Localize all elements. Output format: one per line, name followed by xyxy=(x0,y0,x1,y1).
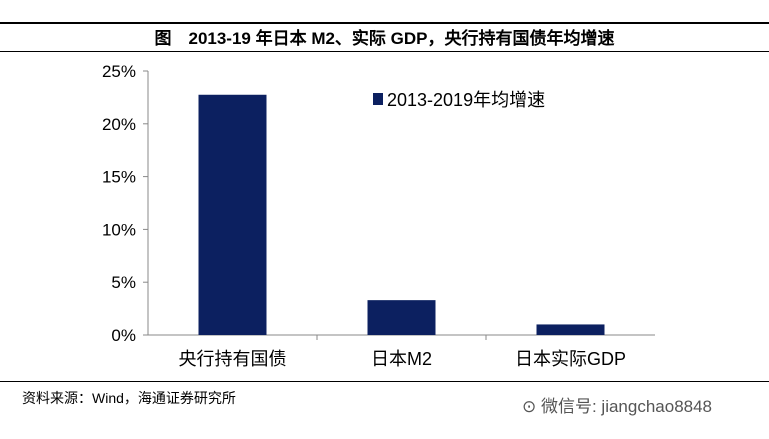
chart-title: 图 2013-19 年日本 M2、实际 GDP，央行持有国债年均增速 xyxy=(0,22,769,52)
y-tick-label: 25% xyxy=(102,62,136,81)
x-tick-label: 日本M2 xyxy=(371,349,432,369)
wechat-icon: ⊙ xyxy=(522,397,541,416)
watermark: ⊙ 微信号: jiangchao8848 xyxy=(522,392,712,417)
legend-swatch xyxy=(373,93,383,105)
x-tick-label: 央行持有国债 xyxy=(179,349,287,369)
watermark-text: 微信号: jiangchao8848 xyxy=(540,397,713,416)
y-tick-label: 20% xyxy=(102,115,136,134)
x-tick-label: 日本实际GDP xyxy=(515,349,626,369)
bar xyxy=(198,94,267,335)
bar xyxy=(367,300,436,335)
y-tick-label: 5% xyxy=(111,273,136,292)
source-note: 资料来源：Wind，海通证券研究所 xyxy=(22,390,236,406)
y-tick-label: 15% xyxy=(102,168,136,187)
legend-label: 2013-2019年均增速 xyxy=(387,90,545,110)
y-tick-label: 10% xyxy=(102,220,136,239)
bar-chart: 0% 5% 10% 15% 20% 25% 央行持有国债 日本M2 日本实际GDP 2013-20… xyxy=(102,62,655,369)
bar xyxy=(536,324,605,335)
y-tick-label: 0% xyxy=(111,326,136,345)
divider xyxy=(0,381,769,382)
